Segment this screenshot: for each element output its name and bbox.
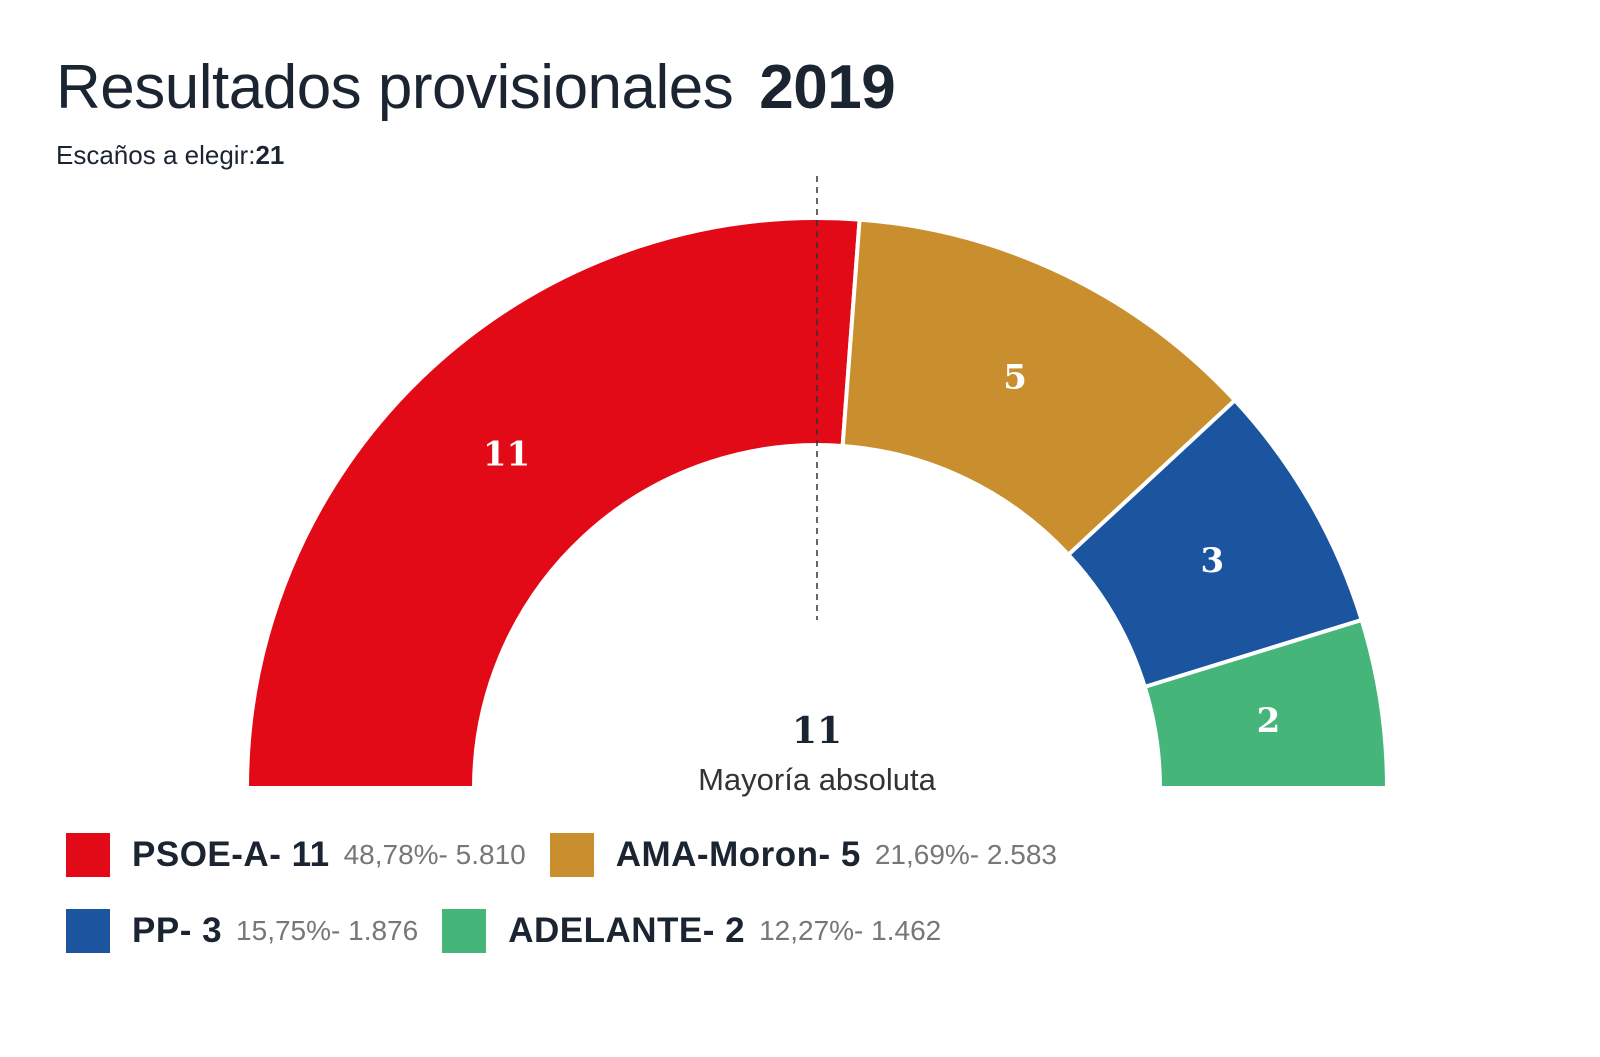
chart-title: Resultados provisionales 2019 (56, 52, 896, 123)
legend-row-2: PP- 3 15,75%- 1.876 ADELANTE- 2 12,27%- … (66, 909, 965, 953)
legend-swatch (549, 833, 594, 877)
title-year: 2019 (759, 53, 896, 122)
seat-arc-ama-moron (840, 217, 1238, 558)
legend-swatch (442, 909, 487, 953)
legend-item-psoe: PSOE-A- 11 48,78%- 5.810 (66, 833, 526, 877)
seat-arc-psoe-a (244, 216, 862, 790)
seats-value: 21 (255, 140, 285, 170)
legend-stats: 21,69%- 2.583 (874, 839, 1057, 870)
legend-item-adelante: ADELANTE- 2 12,27%- 1.462 (442, 909, 941, 953)
seat-label-psoe-a: 11 (483, 434, 530, 474)
legend-stats: 15,75%- 1.876 (236, 915, 419, 946)
legend-stats: 48,78%- 5.810 (343, 839, 526, 870)
majority-value: 11 (792, 710, 842, 752)
legend-label: PP- 3 (132, 911, 223, 950)
title-text: Resultados provisionales (56, 53, 734, 122)
legend-item-ama: AMA-Moron- 5 21,69%- 2.583 (549, 833, 1057, 877)
seat-label-ama-moron: 5 (1003, 358, 1027, 398)
seats-to-elect: Escaños a elegir:21 (56, 140, 284, 171)
legend-item-pp: PP- 3 15,75%- 1.876 (66, 909, 418, 953)
legend-label: AMA-Moron- 5 (615, 835, 861, 874)
seats-label: Escaños a elegir: (56, 140, 256, 170)
seat-label-adelante: 2 (1257, 701, 1281, 741)
seat-arcs (244, 216, 1390, 790)
majority-label: Mayoría absoluta (698, 762, 937, 797)
seat-labels: 11 5 3 2 (483, 358, 1280, 741)
legend-label: ADELANTE- 2 (508, 911, 746, 950)
legend-stats: 12,27%- 1.462 (759, 915, 942, 946)
legend-swatch (66, 909, 110, 953)
legend-label: PSOE-A- 11 (132, 835, 330, 874)
seat-label-pp: 3 (1201, 541, 1225, 581)
legend-swatch (66, 833, 110, 877)
legend-row-1: PSOE-A- 11 48,78%- 5.810 AMA-Moron- 5 21… (66, 833, 1081, 877)
seat-arc-adelante (1142, 617, 1390, 790)
